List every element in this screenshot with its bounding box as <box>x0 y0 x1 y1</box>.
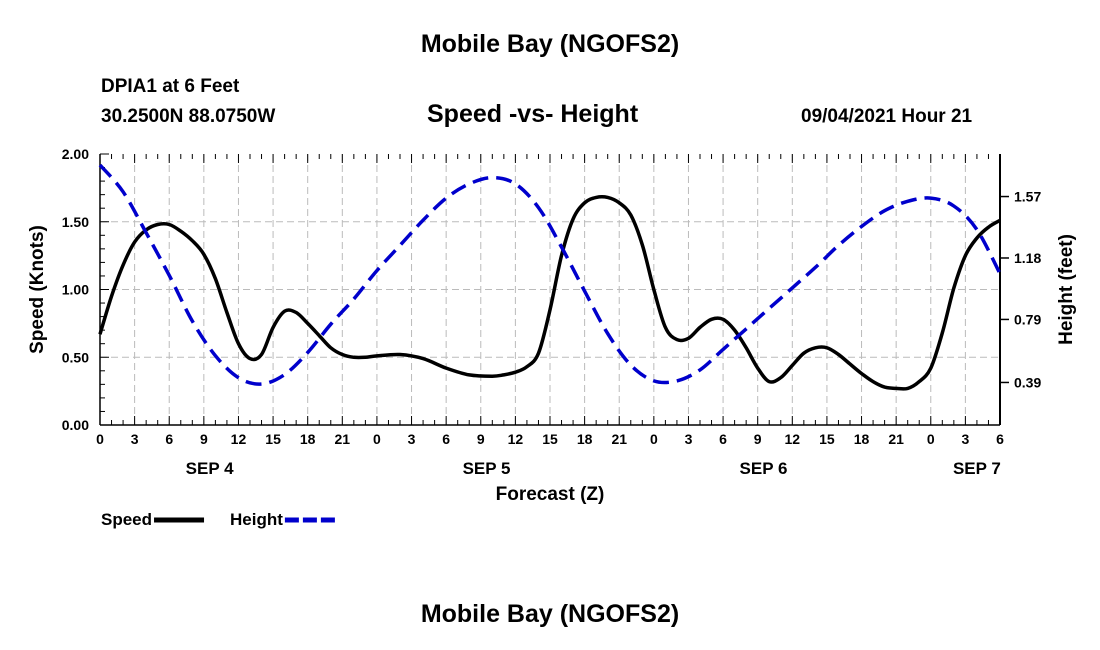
y2-tick-label: 0.79 <box>1014 311 1041 327</box>
y-tick-label: 0.00 <box>62 417 89 433</box>
x-tick-label: 18 <box>577 431 593 447</box>
x-tick-label: 0 <box>373 431 381 447</box>
date-label: SEP 7 <box>953 459 1001 478</box>
x-tick-label: 15 <box>265 431 281 447</box>
x-tick-label: 9 <box>754 431 762 447</box>
footer-title: Mobile Bay (NGOFS2) <box>420 600 680 628</box>
x-tick-label: 3 <box>408 431 416 447</box>
y-tick-label: 2.00 <box>62 146 89 162</box>
x-tick-label: 0 <box>96 431 104 447</box>
x-tick-label: 21 <box>611 431 627 447</box>
x-tick-label: 3 <box>685 431 693 447</box>
x-tick-label: 12 <box>231 431 247 447</box>
chart-title: Speed -vs- Height <box>427 100 639 128</box>
legend-label-height: Height <box>230 510 283 529</box>
x-tick-label: 6 <box>996 431 1004 447</box>
x-tick-label: 9 <box>200 431 208 447</box>
x-tick-label: 12 <box>785 431 801 447</box>
series-line-height <box>98 163 1002 386</box>
x-tick-label: 6 <box>719 431 727 447</box>
y-tick-label: 1.50 <box>62 214 89 230</box>
x-tick-label: 0 <box>650 431 658 447</box>
x-tick-label: 21 <box>888 431 904 447</box>
x-tick-label: 15 <box>819 431 835 447</box>
y2-tick-label: 0.39 <box>1014 374 1041 390</box>
y-tick-label: 0.50 <box>62 349 89 365</box>
forecast-datetime: 09/04/2021 Hour 21 <box>801 106 973 127</box>
date-label: SEP 4 <box>186 459 234 478</box>
page-title: Mobile Bay (NGOFS2) <box>420 30 680 58</box>
x-tick-label: 21 <box>335 431 351 447</box>
station-coordinates: 30.2500N 88.0750W <box>101 106 276 127</box>
y2-axis-label: Height (feet) <box>1056 234 1077 345</box>
x-tick-label: 9 <box>477 431 485 447</box>
x-tick-label: 15 <box>542 431 558 447</box>
date-label: SEP 6 <box>740 459 788 478</box>
x-tick-label: 6 <box>442 431 450 447</box>
y-axis-label: Speed (Knots) <box>27 225 48 354</box>
legend-label-speed: Speed <box>101 510 152 529</box>
x-tick-label: 3 <box>131 431 139 447</box>
x-tick-label: 18 <box>300 431 316 447</box>
x-tick-label: 3 <box>961 431 969 447</box>
x-axis-label: Forecast (Z) <box>496 484 605 505</box>
x-tick-label: 12 <box>508 431 524 447</box>
x-tick-label: 0 <box>927 431 935 447</box>
y2-tick-label: 1.18 <box>1014 250 1041 266</box>
x-tick-label: 18 <box>854 431 870 447</box>
y-tick-label: 1.00 <box>62 282 89 298</box>
date-label: SEP 5 <box>463 459 511 478</box>
y2-tick-label: 1.57 <box>1014 189 1041 205</box>
series-line-speed <box>98 194 1001 391</box>
station-name: DPIA1 at 6 Feet <box>101 76 240 97</box>
x-tick-label: 6 <box>165 431 173 447</box>
